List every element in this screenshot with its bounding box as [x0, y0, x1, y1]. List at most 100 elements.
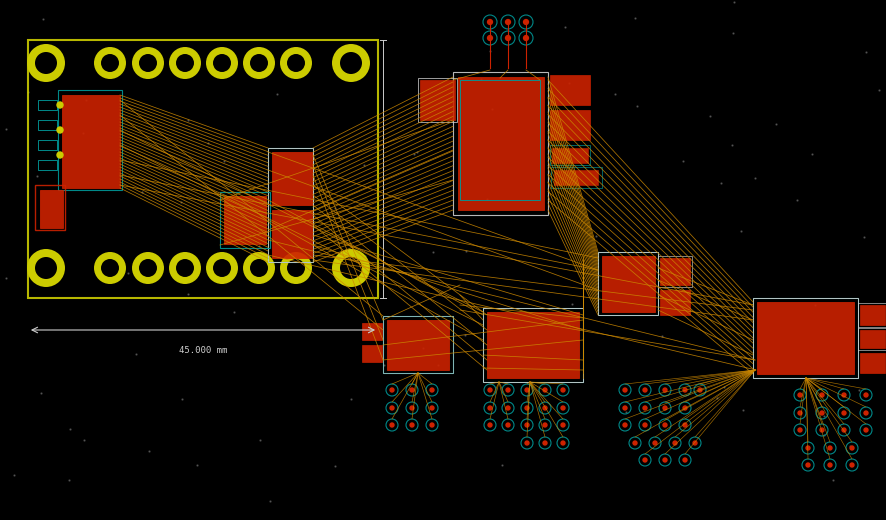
- Circle shape: [560, 440, 565, 446]
- Circle shape: [522, 35, 529, 41]
- Circle shape: [560, 387, 565, 393]
- Point: [270, 90, 284, 98]
- Circle shape: [139, 54, 157, 72]
- Circle shape: [541, 422, 547, 427]
- Bar: [38, 160, 57, 170]
- Circle shape: [560, 422, 565, 427]
- Point: [858, 48, 872, 56]
- Circle shape: [651, 440, 657, 446]
- Point: [856, 233, 870, 241]
- Circle shape: [862, 427, 867, 433]
- Point: [175, 395, 189, 404]
- Bar: [361, 323, 382, 340]
- Point: [724, 141, 738, 150]
- Circle shape: [622, 387, 627, 393]
- Bar: [420, 80, 455, 120]
- Circle shape: [280, 47, 312, 79]
- Circle shape: [681, 405, 687, 411]
- Point: [727, 0, 741, 7]
- Point: [627, 14, 641, 22]
- Circle shape: [175, 54, 194, 72]
- Circle shape: [848, 462, 854, 467]
- Circle shape: [641, 422, 647, 427]
- Point: [128, 350, 143, 358]
- Point: [768, 120, 782, 128]
- Bar: [483, 308, 582, 382]
- Point: [35, 389, 49, 397]
- Bar: [657, 256, 691, 287]
- Point: [479, 194, 494, 203]
- Circle shape: [819, 392, 824, 398]
- Circle shape: [169, 252, 201, 284]
- Circle shape: [681, 422, 687, 427]
- Point: [63, 425, 77, 434]
- Circle shape: [524, 405, 529, 411]
- Circle shape: [389, 405, 394, 411]
- Point: [416, 343, 430, 352]
- Point: [252, 242, 266, 250]
- Circle shape: [57, 152, 63, 158]
- Circle shape: [840, 392, 846, 398]
- Circle shape: [27, 44, 65, 82]
- Circle shape: [662, 422, 667, 427]
- Point: [716, 383, 730, 391]
- Bar: [272, 152, 312, 205]
- Point: [190, 460, 204, 469]
- Circle shape: [862, 410, 867, 415]
- Bar: [756, 302, 853, 374]
- Point: [608, 90, 622, 98]
- Point: [457, 331, 471, 340]
- Bar: [35, 185, 65, 230]
- Circle shape: [213, 54, 230, 72]
- Circle shape: [35, 257, 57, 279]
- Point: [588, 232, 602, 240]
- Bar: [752, 298, 857, 378]
- Circle shape: [662, 405, 667, 411]
- Circle shape: [681, 457, 687, 463]
- Circle shape: [804, 445, 810, 451]
- Circle shape: [524, 422, 529, 427]
- Point: [842, 441, 856, 450]
- Bar: [38, 140, 57, 150]
- Point: [142, 447, 156, 455]
- Bar: [551, 148, 587, 163]
- Circle shape: [94, 252, 126, 284]
- Point: [473, 75, 487, 83]
- Circle shape: [101, 54, 119, 72]
- Point: [343, 395, 357, 403]
- Point: [135, 188, 149, 196]
- Bar: [268, 148, 313, 262]
- Circle shape: [560, 405, 565, 411]
- Circle shape: [696, 387, 702, 393]
- Point: [851, 386, 865, 395]
- Bar: [220, 192, 269, 248]
- Bar: [28, 40, 377, 298]
- Point: [806, 301, 820, 309]
- Circle shape: [132, 252, 164, 284]
- Point: [30, 172, 44, 180]
- Bar: [453, 72, 548, 215]
- Circle shape: [213, 259, 230, 277]
- Circle shape: [797, 392, 802, 398]
- Bar: [554, 170, 597, 185]
- Point: [20, 88, 35, 96]
- Circle shape: [250, 259, 268, 277]
- Circle shape: [331, 44, 369, 82]
- Circle shape: [339, 52, 361, 74]
- Bar: [752, 298, 857, 378]
- Point: [262, 497, 276, 505]
- Circle shape: [505, 405, 510, 411]
- Point: [560, 114, 574, 122]
- Circle shape: [486, 387, 492, 393]
- Point: [358, 252, 372, 261]
- Circle shape: [632, 440, 637, 446]
- Bar: [859, 330, 884, 348]
- Point: [871, 86, 885, 94]
- Bar: [549, 110, 589, 140]
- Circle shape: [819, 410, 824, 415]
- Circle shape: [662, 457, 667, 463]
- Point: [816, 411, 830, 420]
- Circle shape: [522, 19, 529, 25]
- Circle shape: [139, 259, 157, 277]
- Point: [675, 157, 689, 165]
